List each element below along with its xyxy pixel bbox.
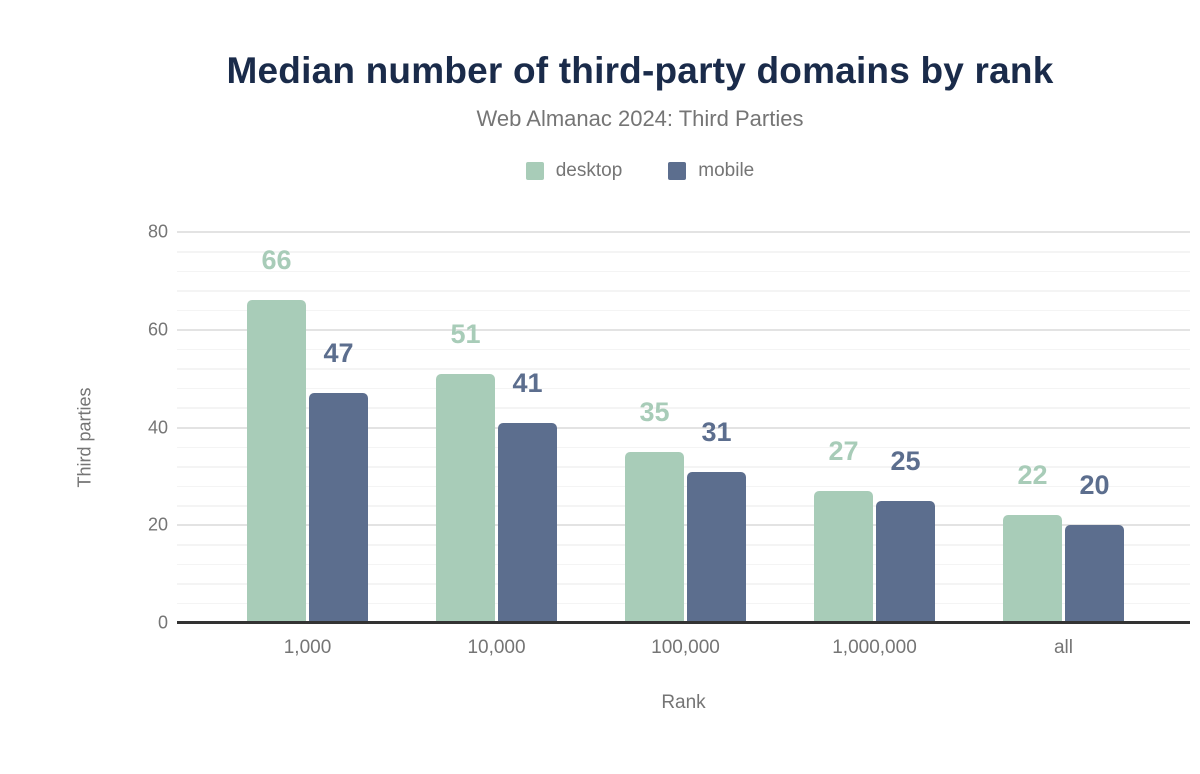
mobile-bar: 41 <box>498 369 557 623</box>
desktop-value-label: 66 <box>261 245 292 276</box>
minor-gridline <box>177 407 1190 409</box>
x-axis-line <box>177 621 1190 624</box>
y-tick-label: 40 <box>147 417 168 437</box>
bar-group: 66 47 1,000 <box>213 232 402 658</box>
bar-group: 22 20 all <box>969 232 1158 658</box>
x-tick-label: all <box>1053 637 1073 658</box>
mobile-swatch-icon <box>668 162 687 180</box>
desktop-bar: 27 <box>814 438 873 623</box>
minor-gridline <box>177 446 1190 449</box>
minor-gridline <box>177 348 1190 351</box>
desktop-value-label: 51 <box>450 318 481 349</box>
plot-area: 66 47 1,000 51 41 10,000 35 31 100,000 27 25 1,000,… <box>177 231 1190 658</box>
desktop-bar: 51 <box>436 320 495 623</box>
mobile-value-label: 25 <box>890 445 921 476</box>
desktop-bar: 66 <box>247 247 306 623</box>
y-tick-label: 80 <box>147 221 168 242</box>
y-tick-label: 0 <box>157 612 168 633</box>
bar-chart: Median number of third-party domains by … <box>40 16 1200 758</box>
desktop-bar: 35 <box>625 398 684 623</box>
minor-gridline <box>177 290 1190 292</box>
mobile-bar: 31 <box>687 418 746 623</box>
mobile-bar: 47 <box>309 340 368 623</box>
chart-title: Median number of third-party domains by … <box>226 50 1054 91</box>
mobile-value-label: 41 <box>512 367 543 398</box>
bar-group: 51 41 10,000 <box>402 232 591 658</box>
minor-gridline <box>177 387 1190 390</box>
desktop-bar: 22 <box>1003 462 1062 623</box>
x-axis-title: Rank <box>661 692 706 713</box>
minor-gridline <box>177 251 1190 253</box>
major-gridline <box>177 426 1190 429</box>
y-axis-title: Third parties <box>74 387 95 488</box>
major-gridline <box>177 231 1190 233</box>
minor-gridline <box>177 368 1190 370</box>
bar-group: 27 25 1,000,000 <box>780 232 969 658</box>
x-tick-label: 10,000 <box>467 637 526 658</box>
x-tick-label: 1,000 <box>283 637 332 658</box>
x-tick-label: 1,000,000 <box>832 637 917 658</box>
legend-item-mobile: mobile <box>668 160 754 182</box>
major-gridline <box>177 328 1190 331</box>
bar-group: 35 31 100,000 <box>591 232 780 658</box>
desktop-value-label: 35 <box>639 396 670 427</box>
minor-gridline <box>177 270 1190 273</box>
legend-item-desktop: desktop <box>525 160 623 182</box>
mobile-value-label: 31 <box>701 416 732 447</box>
mobile-value-label: 47 <box>323 338 354 369</box>
y-tick-label: 60 <box>147 319 168 340</box>
legend: desktop mobile <box>40 160 1200 182</box>
legend-label-desktop: desktop <box>555 160 623 181</box>
x-tick-label: 100,000 <box>651 637 720 658</box>
mobile-value-label: 20 <box>1079 470 1110 501</box>
desktop-swatch-icon <box>525 162 544 180</box>
chart-subtitle: Web Almanac 2024: Third Parties <box>476 106 804 131</box>
y-tick-label: 20 <box>147 514 168 535</box>
desktop-value-label: 22 <box>1017 460 1048 491</box>
minor-gridline <box>177 309 1190 312</box>
y-axis-ticks: 0 20 40 60 80 <box>130 222 168 633</box>
mobile-bar: 25 <box>876 447 935 623</box>
desktop-value-label: 27 <box>828 436 859 467</box>
legend-label-mobile: mobile <box>698 160 755 181</box>
mobile-bar: 20 <box>1065 472 1124 623</box>
bar-groups: 66 47 1,000 51 41 10,000 35 31 100,000 27 25 1,000,… <box>177 232 1190 658</box>
